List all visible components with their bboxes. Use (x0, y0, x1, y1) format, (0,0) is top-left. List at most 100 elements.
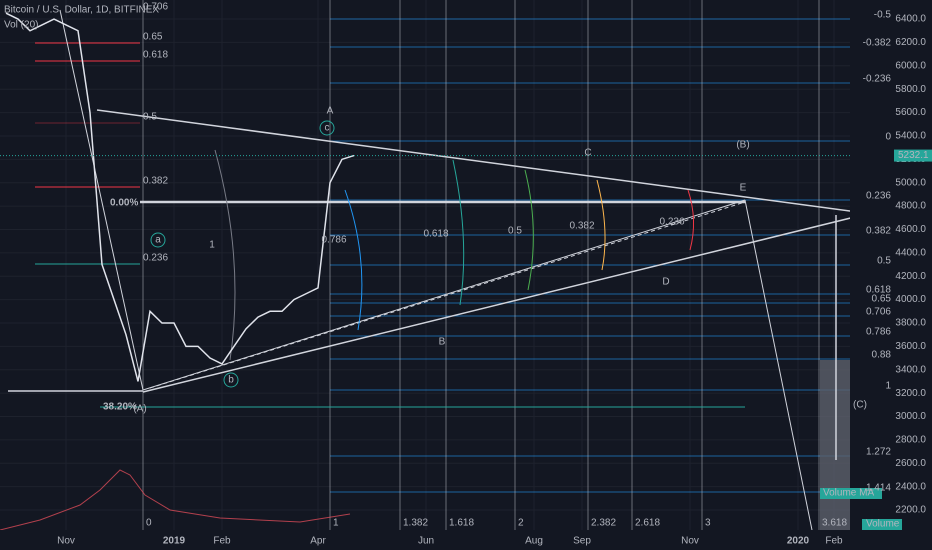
time-fib-label: 1 (333, 518, 339, 529)
time-fib-label: 3.618 (822, 518, 847, 529)
y-tick-label: 4000.0 (895, 294, 926, 305)
retracement-label: 0.00% (110, 198, 138, 209)
fib-label: 0.88 (872, 350, 892, 361)
wave-label: (A) (133, 404, 146, 415)
fib-label: 0.65 (143, 32, 163, 43)
y-tick-label: 3800.0 (895, 318, 926, 329)
fib-arc (524, 169, 534, 291)
arc-label: 0.5 (508, 226, 522, 237)
y-tick-label: 5400.0 (895, 131, 926, 142)
y-tick-label: 3400.0 (895, 364, 926, 375)
fib-label: 1.414 (866, 483, 891, 494)
y-tick-label: 2800.0 (895, 435, 926, 446)
wave-label: C (584, 148, 591, 159)
fib-label: 0 (885, 132, 891, 143)
wave-circle (223, 372, 239, 388)
fib-label: 0.236 (143, 253, 168, 264)
wave-label: A (327, 106, 334, 117)
fib-arc (687, 189, 694, 251)
volume-label: Volume (866, 519, 900, 530)
y-tick-label: 6200.0 (895, 37, 926, 48)
fib-label: 0.786 (866, 327, 891, 338)
fib-label: 0.5 (143, 112, 157, 123)
wave-label: D (662, 277, 669, 288)
fib-label: 0.5 (877, 256, 891, 267)
trend-line (142, 197, 932, 393)
y-tick-label: 5800.0 (895, 84, 926, 95)
trend-line (149, 201, 746, 389)
time-fib-label: 0 (146, 518, 152, 529)
wave-label: B (439, 337, 446, 348)
wave-circle (150, 232, 166, 248)
time-fib-label: 2 (518, 518, 524, 529)
fib-label: 0.382 (143, 176, 168, 187)
fib-label: 1 (885, 381, 891, 392)
fib-label: 0.706 (866, 307, 891, 318)
x-tick-label: Nov (681, 536, 699, 547)
x-tick-label: Sep (573, 536, 591, 547)
fib-label: -0.5 (874, 10, 892, 21)
last-price-label: 5232.1 (898, 150, 929, 161)
fib-label: 1.272 (866, 447, 891, 458)
y-tick-label: 4800.0 (895, 201, 926, 212)
y-tick-label: 6400.0 (895, 14, 926, 25)
x-tick-label: Feb (213, 536, 231, 547)
x-tick-label: 2020 (787, 536, 810, 547)
fib-label: 0.65 (872, 294, 892, 305)
wave-label: b (228, 375, 234, 386)
time-fib-label: 1.618 (449, 518, 474, 529)
volume-label: Volume MA (823, 488, 874, 499)
y-tick-label: 3200.0 (895, 388, 926, 399)
fib-label: -0.236 (863, 74, 892, 85)
wave-label: (C) (853, 400, 867, 411)
y-tick-label: 5600.0 (895, 107, 926, 118)
y-tick-label: 2600.0 (895, 458, 926, 469)
fib-label: 0.706 (143, 2, 168, 13)
fib-arc (452, 159, 465, 306)
wave-circle (319, 120, 335, 136)
volume-badge (862, 519, 902, 530)
price-line (5, 12, 355, 382)
fib-arc (344, 189, 363, 331)
fib-arc (596, 179, 606, 271)
y-tick-label: 2200.0 (895, 505, 926, 516)
x-tick-label: Apr (310, 536, 326, 547)
wave-label: E (740, 183, 747, 194)
x-tick-label: Feb (825, 536, 843, 547)
arc-label: 0.786 (321, 235, 346, 246)
fib-label: -0.382 (863, 38, 892, 49)
fib-label: 0.618 (866, 285, 891, 296)
x-tick-label: 2019 (163, 536, 186, 547)
time-fib-label: 1.382 (403, 518, 428, 529)
wave-label: c (325, 123, 330, 134)
wave-label: (B) (736, 140, 749, 151)
x-tick-label: Nov (57, 536, 75, 547)
y-tick-label: 3600.0 (895, 341, 926, 352)
x-tick-label: Aug (525, 536, 543, 547)
trend-line (96, 109, 932, 223)
wave-label: a (155, 235, 161, 246)
volume-badge (820, 488, 882, 499)
chart-subtitle: Vol (20) (4, 20, 38, 31)
projection-line (744, 199, 813, 531)
last-price-tag (894, 149, 932, 162)
y-tick-label: 4400.0 (895, 247, 926, 258)
y-tick-label: 5000.0 (895, 177, 926, 188)
time-axis (0, 530, 932, 550)
chart-title: Bitcoin / U.S. Dollar, 1D, BITFINEX (4, 5, 159, 16)
x-tick-label: Jun (418, 536, 434, 547)
y-tick-label: 6000.0 (895, 60, 926, 71)
y-tick-label: 3000.0 (895, 411, 926, 422)
fib-label: 0.382 (866, 226, 891, 237)
retracement-label: 38.20% (103, 402, 137, 413)
price-axis (850, 0, 932, 550)
trend-line (142, 199, 746, 391)
y-tick-label: 4200.0 (895, 271, 926, 282)
arc-label: 0.236 (659, 217, 684, 228)
y-tick-label: 4600.0 (895, 224, 926, 235)
fib-arc (214, 149, 236, 361)
